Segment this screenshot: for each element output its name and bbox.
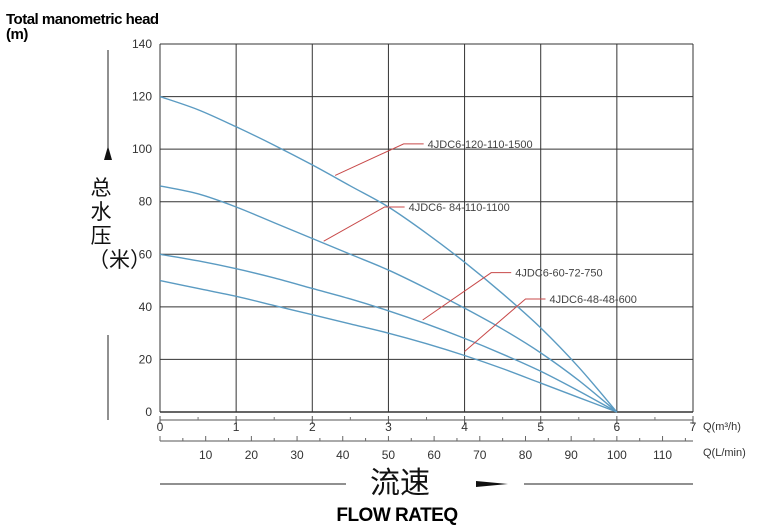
x-tick-label-lmin: 60 [427,448,441,462]
series-label: 4JDC6- 84-110-1100 [409,202,510,214]
x-tick-label-m3h: 4 [461,420,468,434]
x-tick-label-lmin: 10 [199,448,213,462]
x-axis-unit-lmin: Q(L/min) [703,447,746,459]
x-tick-label-lmin: 20 [245,448,259,462]
x-tick-label-lmin: 90 [564,448,578,462]
y-tick-label: 140 [132,37,152,51]
series-label: 4JDC6-48-48-600 [549,294,636,306]
x-axis-title-en: FLOW RATEQ [336,505,458,526]
y-tick-label: 60 [139,247,153,261]
annotation-leader [464,298,546,352]
x-tick-label-lmin: 40 [336,448,350,462]
x-tick-label-m3h: 7 [690,420,697,434]
x-tick-label-lmin: 80 [519,448,533,462]
x-tick-label-m3h: 3 [385,420,392,434]
y-tick-label: 0 [145,405,152,419]
x-tick-label-m3h: 2 [309,420,316,434]
series-label: 4JDC6-120-110-1500 [428,139,533,151]
series-line [159,185,618,413]
x-axis-unit-m3h: Q(m³/h) [703,421,741,433]
y-tick-label: 100 [132,142,152,156]
x-tick-label-m3h: 1 [233,420,240,434]
series-line [159,253,618,413]
series-label: 4JDC6-60-72-750 [515,268,602,280]
x-tick-label-m3h: 5 [537,420,544,434]
annotation-leader [422,272,512,321]
y-tick-label: 120 [132,90,152,104]
x-tick-label-lmin: 100 [607,448,627,462]
series-line [159,279,618,413]
y-axis-title-cn: 总水压（米） [88,176,151,272]
x-axis-ticks-m3h: 0 1 2 3 4 5 6 7 [157,416,697,434]
x-tick-label-m3h: 0 [157,420,164,434]
axis-decoration [104,50,693,487]
x-tick-label-m3h: 6 [614,420,621,434]
x-tick-label-lmin: 70 [473,448,487,462]
x-tick-label-lmin: 50 [382,448,396,462]
x-tick-label-lmin: 30 [290,448,304,462]
annotation-leader [334,143,424,176]
curve-annotations: 4JDC6-120-110-1500 4JDC6- 84-110-1100 4JDC… [323,139,637,352]
y-title-arrow [104,146,112,160]
x-axis-ticks-lmin: 10 20 30 40 50 60 70 80 90 100 110 [159,436,693,462]
x-title-arrow [476,481,508,487]
y-axis-title-en: Total manometric head (m) [6,11,159,43]
annotation-leader [323,206,405,242]
y-tick-label: 40 [139,300,153,314]
y-axis-ticks: 0 20 40 60 80 100 120 140 [132,37,152,419]
grid [159,43,694,413]
x-tick-label-lmin: 110 [653,448,672,462]
y-tick-label: 80 [139,195,153,209]
y-tick-label: 20 [139,352,153,366]
x-axis-title-cn: 流速 [370,466,430,501]
